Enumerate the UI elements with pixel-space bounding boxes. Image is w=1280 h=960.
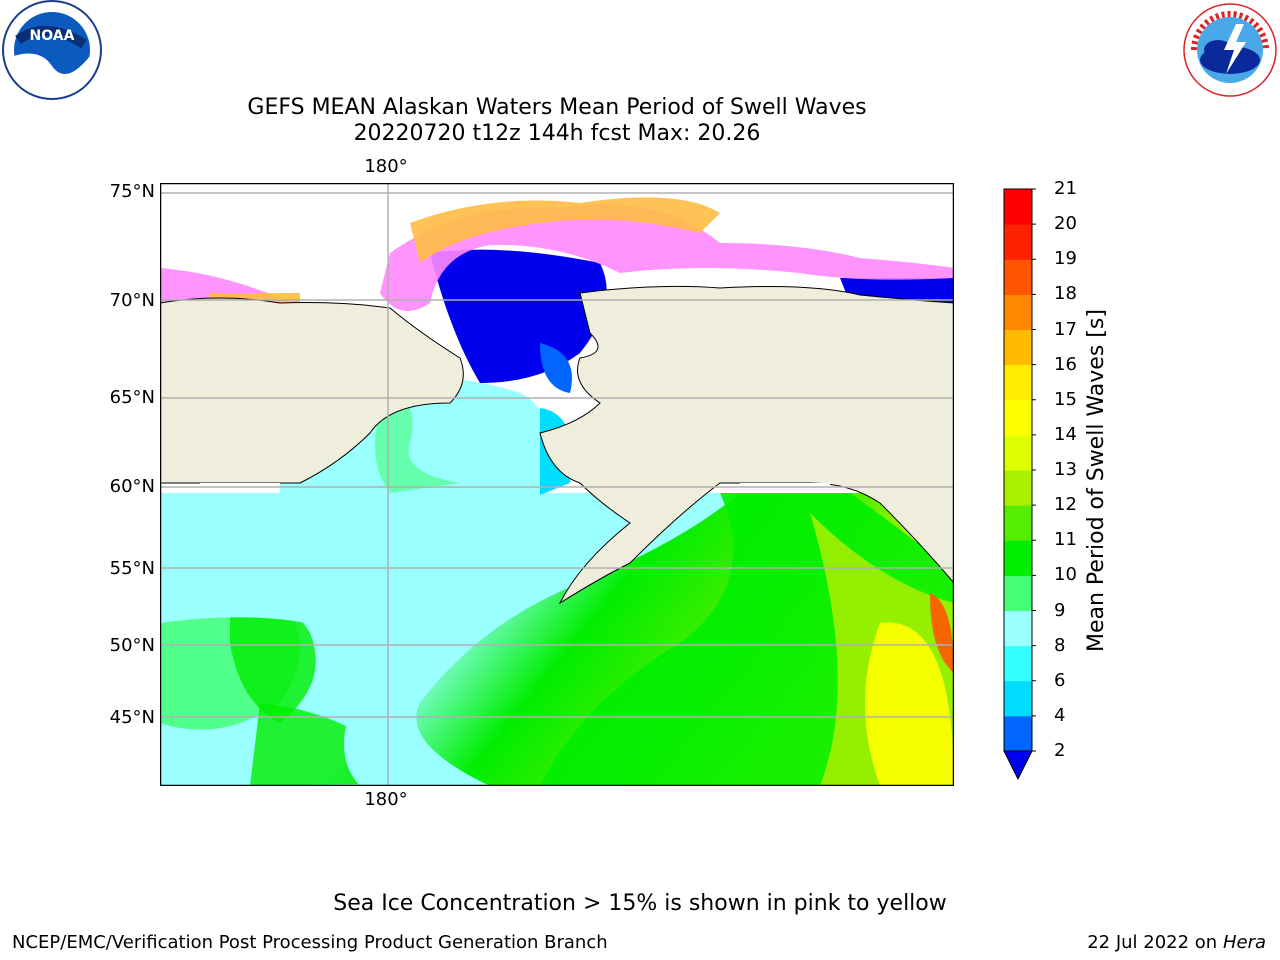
colorbar-swatch: [1004, 259, 1032, 295]
footer-right: 22 Jul 2022 on Hera: [1087, 932, 1266, 953]
colorbar-tick-label: 20: [1054, 213, 1077, 235]
lon-label-bottom: 180°: [364, 789, 408, 810]
colorbar-swatch: [1004, 329, 1032, 366]
lat-label-70: 70°N: [109, 290, 155, 311]
colorbar-swatch: [1004, 645, 1032, 682]
colorbar-title: Mean Period of Swell Waves [s]: [1084, 309, 1109, 652]
colorbar-tick-label: 2: [1054, 740, 1066, 761]
colorbar-tick-label: 12: [1054, 494, 1077, 516]
colorbar-swatch: [1004, 434, 1032, 471]
title-line-1: GEFS MEAN Alaskan Waters Mean Period of …: [247, 95, 867, 120]
colorbar-swatch: [1004, 189, 1032, 225]
noaa-logo: NOAA: [0, 0, 104, 100]
lat-label-75: 75°N: [109, 181, 155, 202]
colorbar-swatch: [1004, 294, 1032, 330]
colorbar-swatch: [1004, 540, 1032, 576]
colorbar: [1000, 187, 1038, 783]
lat-label-50: 50°N: [109, 635, 155, 656]
colorbar-tick-label: 6: [1054, 669, 1066, 691]
colorbar-tick-label: 11: [1054, 529, 1077, 551]
colorbar-tick-label: 8: [1054, 634, 1066, 656]
colorbar-tick-label: 16: [1054, 353, 1077, 375]
colorbar-under-arrow: [1003, 750, 1033, 781]
colorbar-swatch: [1004, 505, 1032, 541]
colorbar-swatch: [1004, 680, 1032, 717]
title-line-2: 20220720 t12z 144h fcst Max: 20.26: [353, 121, 761, 146]
map-panel: [159, 182, 955, 787]
colorbar-swatch: [1004, 470, 1032, 506]
colorbar-tick-label: 18: [1054, 283, 1077, 305]
colorbar-swatch: [1004, 224, 1032, 260]
colorbar-tick-label: 15: [1054, 388, 1077, 410]
footer-date: 22 Jul 2022 on: [1087, 932, 1218, 953]
nws-logo: [1180, 2, 1280, 98]
colorbar-tick-label: 19: [1054, 248, 1077, 270]
lat-label-55: 55°N: [109, 558, 155, 579]
colorbar-tick-label: 9: [1054, 599, 1066, 621]
lat-label-60: 60°N: [109, 476, 155, 497]
sea-ice-caption: Sea Ice Concentration > 15% is shown in …: [333, 891, 947, 916]
lat-label-65: 65°N: [109, 387, 155, 408]
colorbar-tick-label: 13: [1054, 459, 1077, 480]
footer-machine: Hera: [1222, 932, 1266, 953]
colorbar-tick-label: 17: [1054, 318, 1077, 340]
footer-left: NCEP/EMC/Verification Post Processing Pr…: [12, 932, 608, 953]
colorbar-tick-label: 10: [1054, 564, 1077, 586]
lat-label-45: 45°N: [109, 707, 155, 728]
colorbar-tick-label: 14: [1054, 423, 1077, 445]
colorbar-swatch: [1004, 610, 1032, 647]
colorbar-swatch: [1004, 715, 1032, 752]
colorbar-swatch: [1004, 364, 1032, 401]
colorbar-swatch: [1004, 399, 1032, 436]
colorbar-tick-label: 21: [1054, 178, 1077, 199]
colorbar-swatch: [1004, 575, 1032, 611]
colorbar-tick-label: 4: [1054, 704, 1066, 726]
noaa-logo-text: NOAA: [30, 28, 75, 44]
lon-label-top: 180°: [364, 156, 408, 177]
